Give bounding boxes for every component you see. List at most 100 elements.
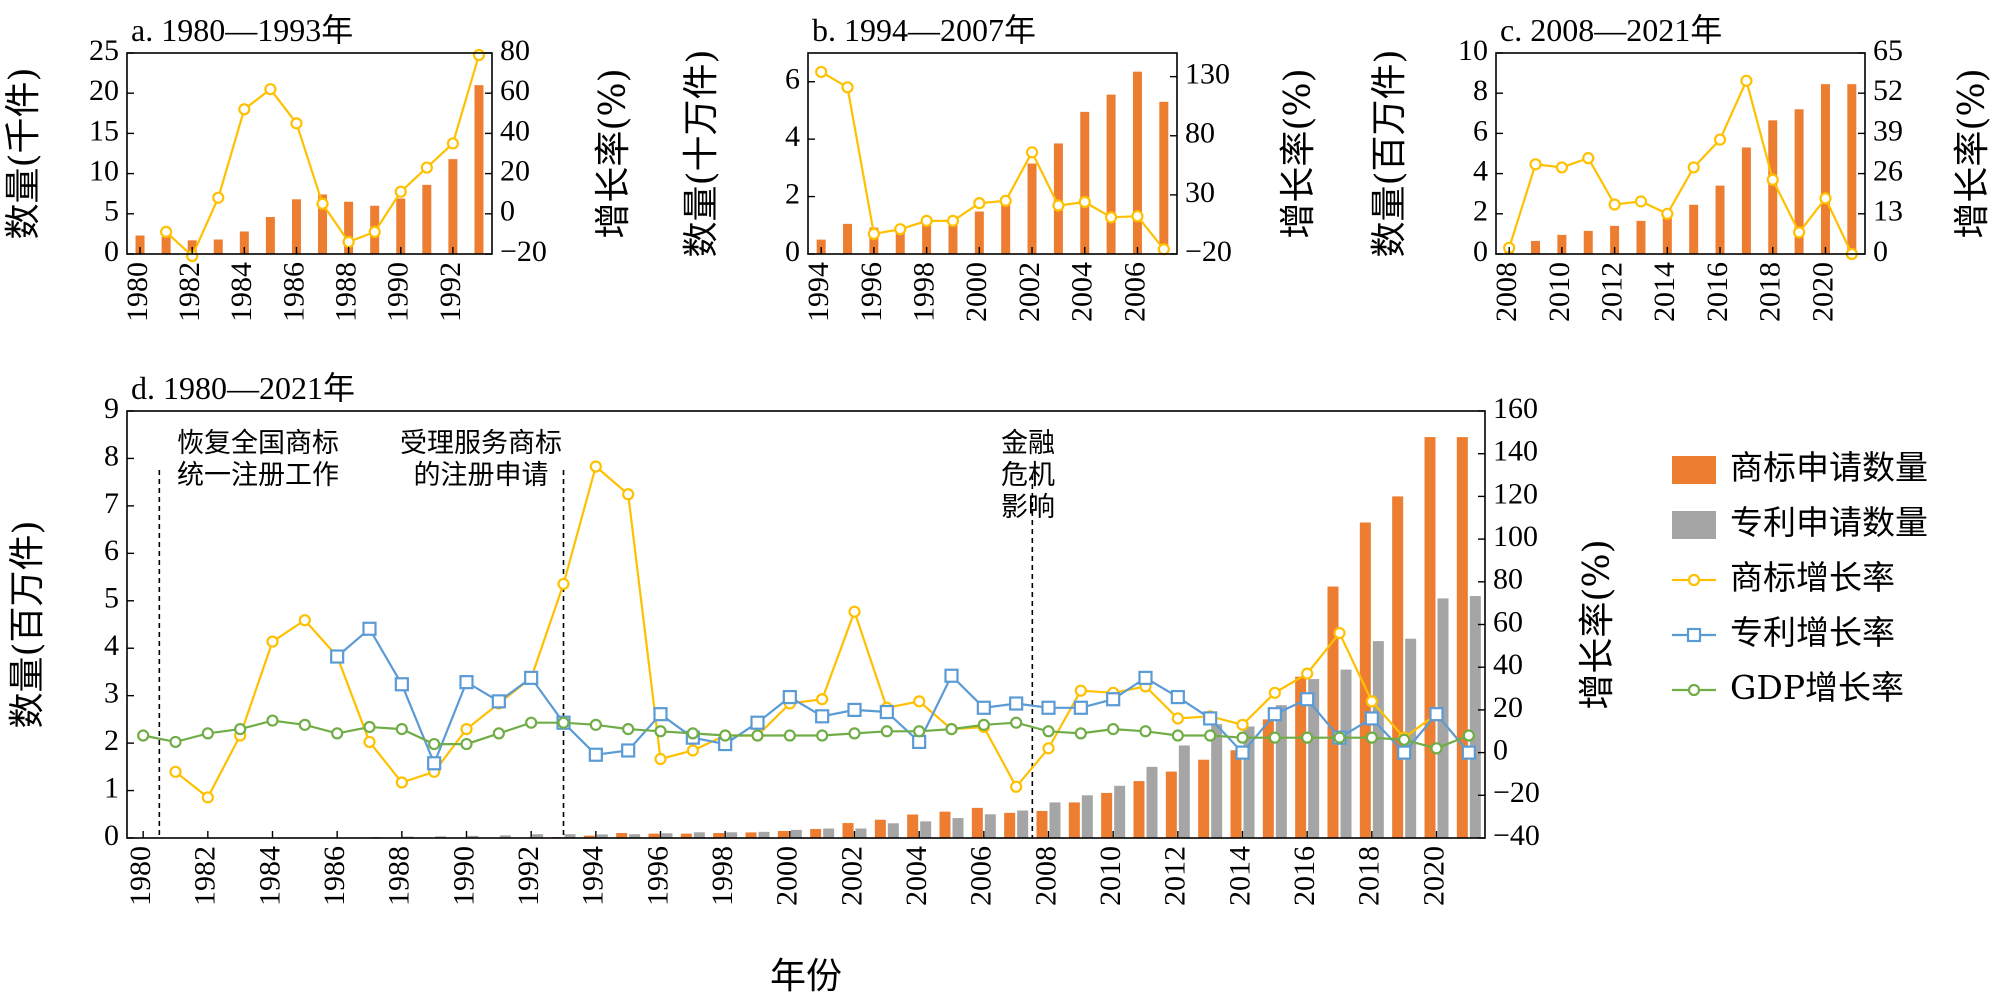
y2-tick-label: 120 — [1493, 477, 1538, 510]
x-tick-label: 1986 — [277, 262, 310, 322]
bar-trademark-1987 — [318, 194, 328, 254]
bar-trademark-1995 — [843, 223, 853, 254]
y2-axis-label: 增长率(%) — [1952, 68, 1993, 238]
point-gdp_growth-1992 — [525, 716, 538, 729]
point-trademark_growth-1995 — [841, 81, 854, 94]
point-gdp_growth-2009 — [1074, 727, 1087, 740]
point-trademark_growth-2016 — [1713, 133, 1727, 146]
x-tick-label: 2006 — [1118, 262, 1151, 322]
bar-trademark-2005 — [1106, 94, 1116, 254]
y-tick-label: 8 — [104, 439, 119, 472]
point-patent_growth-2002 — [847, 702, 862, 718]
point-patent_growth-1994 — [588, 747, 603, 762]
y-tick-label: 2 — [1473, 195, 1488, 228]
y2-tick-label: 160 — [1493, 392, 1538, 425]
point-trademark_growth-2014 — [1236, 718, 1249, 731]
y-axis-label: 数量(千件) — [3, 67, 44, 239]
legend-label: 专利申请数量 — [1730, 503, 1928, 542]
y-axis-label: 数量(百万件) — [1369, 49, 1410, 257]
bar-trademark-2005 — [939, 811, 951, 838]
y-tick-label: 0 — [104, 235, 119, 268]
bar-trademark-2000 — [777, 830, 789, 838]
x-tick-label: 2014 — [1223, 846, 1256, 906]
annotation-text: 危机 — [1001, 460, 1055, 491]
bar-trademark-2011 — [1583, 230, 1593, 254]
x-tick-label: 1992 — [434, 262, 467, 322]
y2-tick-label: 26 — [1873, 154, 1903, 187]
point-patent_growth-2021 — [1461, 745, 1476, 760]
point-trademark_growth-2016 — [1301, 667, 1314, 680]
y2-axis-label: 增长率(%) — [593, 68, 634, 238]
bar-patent-1994 — [596, 834, 608, 838]
point-trademark_growth-2003 — [1052, 199, 1065, 212]
point-trademark_growth-2007 — [1010, 780, 1023, 793]
bar-trademark-1999 — [745, 832, 757, 838]
y2-tick-label: 80 — [1493, 563, 1523, 596]
point-trademark_growth-1992 — [446, 137, 459, 150]
point-trademark_growth-2012 — [1171, 712, 1184, 725]
bar-trademark-2010 — [1101, 792, 1113, 838]
point-patent_growth-2011 — [1138, 670, 1153, 685]
bar-patent-2011 — [1146, 766, 1158, 838]
bar-trademark-1988 — [344, 201, 354, 254]
x-tick-label: 1994 — [802, 262, 835, 322]
point-trademark_growth-2013 — [1634, 195, 1648, 208]
point-trademark_growth-1999 — [946, 214, 960, 227]
point-patent_growth-1991 — [491, 694, 506, 709]
point-gdp_growth-2016 — [1301, 731, 1314, 744]
point-gdp_growth-1980 — [137, 729, 150, 742]
bar-trademark-2020 — [1820, 84, 1830, 254]
point-gdp_growth-2004 — [913, 725, 926, 738]
y-tick-label: 10 — [1458, 34, 1488, 67]
bar-trademark-1994 — [583, 835, 595, 838]
bar-trademark-1999 — [948, 220, 958, 254]
bar-trademark-2018 — [1359, 522, 1371, 838]
point-gdp_growth-1983 — [234, 723, 247, 736]
bar-patent-2014 — [1243, 726, 1255, 838]
y2-tick-label: 130 — [1185, 58, 1230, 91]
y-tick-label: 25 — [89, 34, 119, 67]
point-gdp_growth-1998 — [719, 729, 732, 742]
point-gdp_growth-2008 — [1042, 725, 1055, 738]
x-tick-label: 2002 — [1013, 262, 1046, 322]
point-patent_growth-2014 — [1235, 745, 1250, 760]
point-patent_growth-1999 — [750, 715, 765, 730]
point-trademark_growth-2008 — [1042, 742, 1055, 755]
bar-patent-2012 — [1178, 745, 1190, 838]
y-tick-label: 6 — [785, 63, 800, 96]
y-tick-label: 4 — [785, 120, 800, 153]
bar-trademark-1985 — [265, 217, 275, 254]
bar-patent-1990 — [467, 835, 479, 838]
bar-trademark-2013 — [1198, 759, 1210, 838]
point-trademark_growth-2015 — [1687, 161, 1700, 174]
x-tick-label: 1980 — [124, 846, 157, 906]
point-patent_growth-2013 — [1203, 711, 1218, 726]
bar-patent-1989 — [435, 836, 447, 838]
y-tick-label: 4 — [1473, 154, 1488, 187]
bar-trademark-1991 — [422, 184, 432, 254]
bar-trademark-1997 — [895, 227, 905, 254]
legend-swatch — [1672, 456, 1716, 484]
x-tick-label: 1988 — [383, 846, 416, 906]
bar-trademark-2001 — [810, 828, 822, 838]
bar-trademark-2003 — [874, 819, 886, 838]
x-tick-label: 2010 — [1543, 262, 1576, 322]
point-trademark_growth-1996 — [867, 227, 880, 240]
point-patent_growth-2010 — [1106, 692, 1121, 707]
bar-patent-2001 — [823, 828, 835, 838]
point-trademark_growth-1995 — [622, 488, 635, 501]
legend-marker — [1687, 683, 1701, 697]
y-axis-label: 数量(十万件) — [681, 49, 722, 257]
bar-trademark-2016 — [1295, 676, 1307, 838]
bar-trademark-2013 — [1636, 220, 1646, 254]
x-axis-label: 年份 — [770, 956, 842, 995]
point-trademark_growth-1994 — [589, 460, 602, 473]
x-tick-label: 1982 — [189, 846, 222, 906]
y-tick-label: 6 — [104, 534, 119, 567]
y-tick-label: 8 — [1473, 74, 1488, 107]
bar-trademark-2004 — [1080, 111, 1090, 254]
bar-trademark-2021 — [1847, 84, 1857, 254]
point-trademark_growth-2002 — [1025, 146, 1039, 159]
x-tick-label: 2004 — [1066, 262, 1099, 322]
point-gdp_growth-1993 — [557, 716, 570, 729]
